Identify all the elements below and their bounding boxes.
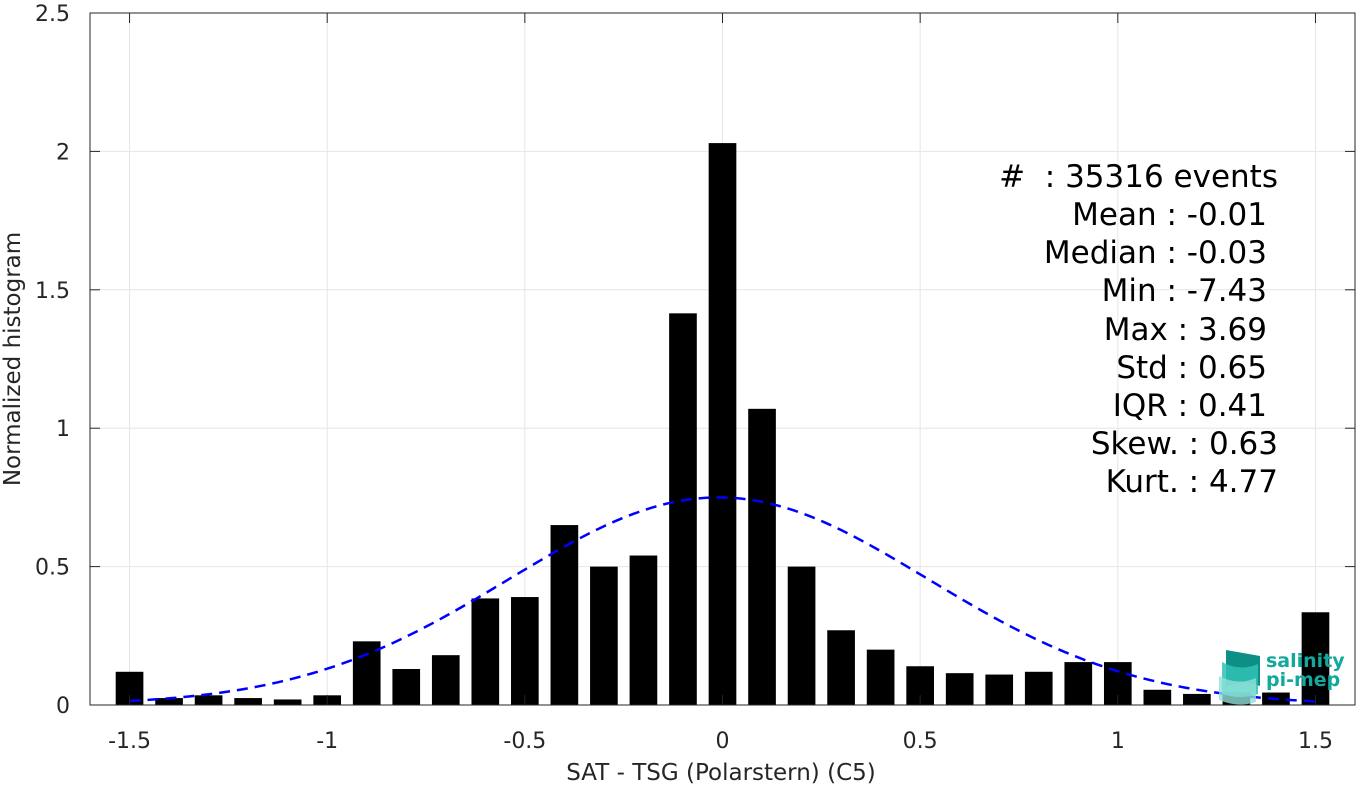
axis-ticks xyxy=(90,12,1355,706)
histogram-bar xyxy=(748,408,776,705)
y-tick-label: 0.5 xyxy=(35,556,70,581)
stats-median: Median : -0.03 xyxy=(1044,235,1267,271)
y-tick-label: 1.5 xyxy=(35,279,70,304)
histogram-bar xyxy=(273,699,302,705)
histogram-bar xyxy=(629,555,658,705)
stats-iqr: IQR : 0.41 xyxy=(1113,388,1267,424)
histogram-bar xyxy=(352,641,381,705)
histogram-bar xyxy=(1301,612,1330,705)
histogram-bar xyxy=(431,655,460,705)
stats-box: # : 35316 events Mean : -0.01 Median : -… xyxy=(999,159,1278,500)
y-tick-label: 1 xyxy=(56,417,70,442)
stats-min: Min : -7.43 xyxy=(1102,273,1267,309)
x-tick-label: 0 xyxy=(716,729,730,754)
x-axis-label: SAT - TSG (Polarstern) (C5) xyxy=(566,760,875,785)
y-tick-label: 2.5 xyxy=(35,2,70,27)
x-tick-label: 0.5 xyxy=(903,729,938,754)
y-axis-label: Normalized histogram xyxy=(0,232,26,486)
x-tick-label: 1 xyxy=(1111,729,1125,754)
y-tick-label: 0 xyxy=(56,694,70,719)
histogram-bar xyxy=(866,649,895,705)
histogram-bar xyxy=(1064,662,1093,705)
x-tick-label: -1.5 xyxy=(108,729,151,754)
stats-mean: Mean : -0.01 xyxy=(1072,197,1267,233)
logo-wave-icon xyxy=(1219,650,1260,705)
stats-events: # : 35316 events xyxy=(999,159,1278,195)
histogram-bar xyxy=(194,695,223,705)
x-tick-label: 1.5 xyxy=(1298,729,1333,754)
logo-text-pimep: pi-mep xyxy=(1266,669,1340,691)
bars xyxy=(115,143,1330,705)
histogram-bar xyxy=(708,143,737,705)
histogram-bar xyxy=(590,566,618,705)
histogram-bar xyxy=(827,630,855,705)
histogram-bar xyxy=(669,313,697,705)
y-tick-labels: 0 0.5 1 1.5 2 2.5 xyxy=(35,2,70,719)
logo-text-salinity: salinity xyxy=(1266,650,1345,672)
stats-max: Max : 3.69 xyxy=(1104,312,1267,348)
x-tick-labels: -1.5 -1 -0.5 0 0.5 1 1.5 xyxy=(108,729,1333,754)
histogram-bar xyxy=(1183,693,1211,705)
histogram-bar xyxy=(1024,671,1053,705)
stats-kurt: Kurt. : 4.77 xyxy=(1106,464,1278,500)
histogram-bar xyxy=(787,566,816,705)
histogram-bar xyxy=(1143,689,1172,705)
salinity-pimep-logo: salinity pi-mep xyxy=(1219,650,1345,705)
x-tick-label: -0.5 xyxy=(503,729,546,754)
histogram-bar xyxy=(234,698,262,705)
histogram-bar xyxy=(550,525,579,705)
histogram-bar xyxy=(945,673,974,705)
stats-std: Std : 0.65 xyxy=(1116,350,1267,386)
histogram-bar xyxy=(985,674,1014,705)
histogram-bar xyxy=(511,597,539,705)
histogram-bar xyxy=(471,598,500,705)
x-tick-label: -1 xyxy=(316,729,338,754)
stats-skew: Skew. : 0.63 xyxy=(1091,426,1278,462)
y-tick-label: 2 xyxy=(56,140,70,165)
gaussian-fit-curve xyxy=(129,496,1316,703)
histogram-bar xyxy=(155,698,183,705)
histogram-bar xyxy=(392,669,421,705)
